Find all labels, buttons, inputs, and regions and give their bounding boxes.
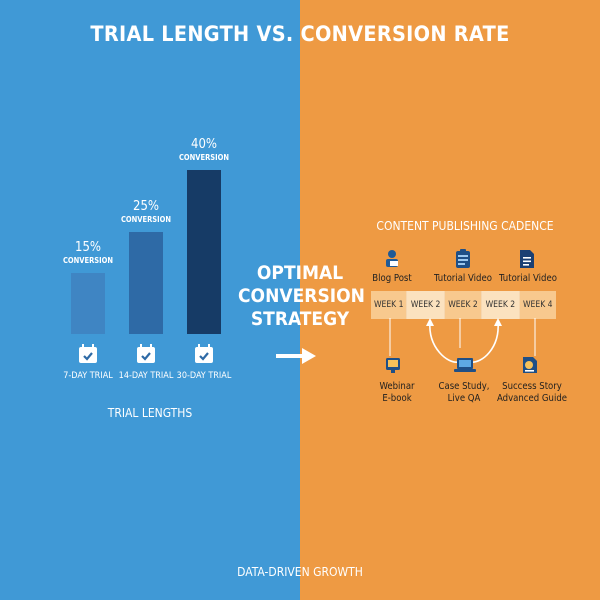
strategy-heading: OPTIMAL CONVERSION STRATEGY xyxy=(238,262,365,331)
bar-conversion-label: CONVERSION xyxy=(62,256,114,265)
strategy-line-1: OPTIMAL xyxy=(256,262,344,284)
top-label-tutorial-video-1: Tutorial Video xyxy=(434,273,492,284)
bottom-line-1: Success Story xyxy=(502,381,562,392)
trial-label-30-day: 30-DAY TRIAL xyxy=(176,371,232,381)
week-cell: WEEK 2 xyxy=(444,291,483,319)
person-writing-icon xyxy=(386,250,398,267)
week-timeline: WEEK 1 WEEK 2 WEEK 2 WEEK 2 WEEK 4 xyxy=(371,291,556,319)
trial-label-7-day: 7-DAY TRIAL xyxy=(63,371,113,381)
laptop-icon xyxy=(454,358,476,372)
bottom-line-1: Case Study, xyxy=(438,381,490,392)
footer-tagline: DATA-DRIVEN GROWTH xyxy=(237,565,363,579)
cadence-title: CONTENT PUBLISHING CADENCE xyxy=(376,219,554,233)
bar-30-day-trial xyxy=(187,170,221,334)
bottom-line-1: Webinar xyxy=(379,381,415,392)
bar-label-7-day: 15% CONVERSION xyxy=(53,240,123,265)
document-icon xyxy=(520,250,534,268)
top-label-blog-post: Blog Post xyxy=(372,273,412,284)
clipboard-video-icon xyxy=(456,249,470,268)
bar-label-30-day: 40% CONVERSION xyxy=(169,137,239,162)
arrow-right-icon xyxy=(276,348,316,364)
bar-percent: 15% xyxy=(75,240,101,255)
bar-percent: 40% xyxy=(191,137,217,152)
timeline-connectors xyxy=(389,318,536,363)
calendar-check-icon xyxy=(195,344,213,363)
bar-percent: 25% xyxy=(133,199,159,214)
bottom-label-webinar: Webinar E-book xyxy=(347,381,447,405)
bottom-label-case-study: Case Study, Live QA xyxy=(414,381,514,405)
bottom-line-2: Live QA xyxy=(447,393,481,404)
bar-7-day-trial xyxy=(71,273,105,334)
bottom-label-success-story: Success Story Advanced Guide xyxy=(482,381,582,405)
bar-label-14-day: 25% CONVERSION xyxy=(111,199,181,224)
bottom-line-2: E-book xyxy=(382,393,412,404)
week-cell: WEEK 2 xyxy=(482,291,520,319)
webinar-icon xyxy=(386,358,400,373)
week-cell: WEEK 1 xyxy=(371,291,408,319)
top-label-tutorial-video-2: Tutorial Video xyxy=(499,273,557,284)
page-title: TRIAL LENGTH VS. CONVERSION RATE xyxy=(90,22,510,46)
strategy-line-3: STRATEGY xyxy=(250,308,350,330)
trial-label-14-day: 14-DAY TRIAL xyxy=(118,371,174,381)
week-cell: WEEK 2 xyxy=(407,291,445,319)
guide-icon xyxy=(523,357,537,373)
week-cell: WEEK 4 xyxy=(519,291,556,319)
bar-14-day-trial xyxy=(129,232,163,334)
strategy-line-2: CONVERSION xyxy=(238,285,365,307)
bar-conversion-label: CONVERSION xyxy=(178,153,230,162)
trial-lengths-caption: TRIAL LENGTHS xyxy=(107,406,193,420)
bottom-line-2: Advanced Guide xyxy=(496,393,568,404)
bar-conversion-label: CONVERSION xyxy=(120,215,172,224)
calendar-check-icon xyxy=(79,344,97,363)
calendar-check-icon xyxy=(137,344,155,363)
